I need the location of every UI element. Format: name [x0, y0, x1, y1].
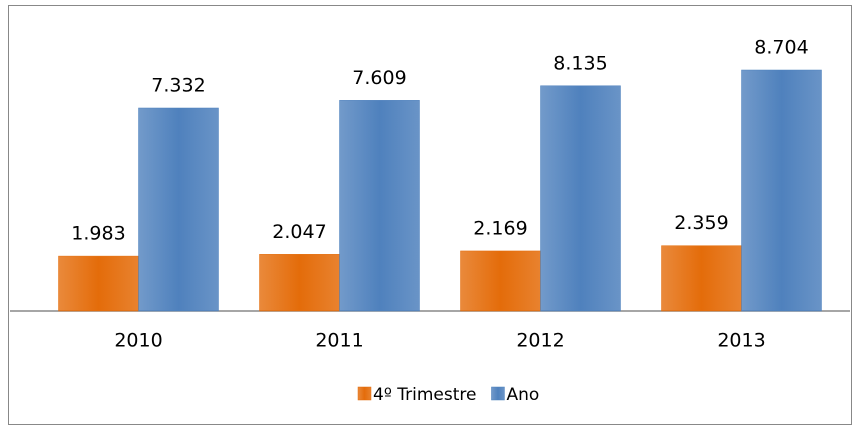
x-tick-label: 2012: [516, 330, 564, 352]
bar: [259, 254, 340, 312]
legend-swatch: [357, 386, 372, 401]
data-label: 8.135: [553, 52, 607, 74]
data-label: 8.704: [754, 37, 808, 59]
data-label: 1.983: [71, 223, 125, 245]
bar: [138, 107, 219, 312]
legend-label: 4º Trimestre: [373, 385, 476, 405]
x-tick-label: 2011: [315, 330, 363, 352]
data-label: 2.169: [473, 217, 527, 239]
bar: [58, 255, 139, 312]
legend-swatch: [491, 386, 505, 401]
bar: [460, 250, 541, 312]
bar: [661, 245, 742, 312]
x-tick-label: 2013: [717, 330, 765, 352]
bar: [741, 69, 822, 312]
data-label: 2.359: [674, 212, 728, 234]
bar: [540, 85, 621, 312]
bar: [339, 100, 420, 312]
data-label: 7.332: [151, 74, 205, 96]
legend-label: Ano: [506, 385, 539, 405]
x-tick-label: 2010: [114, 330, 162, 352]
data-label: 2.047: [272, 221, 326, 243]
data-label: 7.609: [352, 67, 406, 89]
